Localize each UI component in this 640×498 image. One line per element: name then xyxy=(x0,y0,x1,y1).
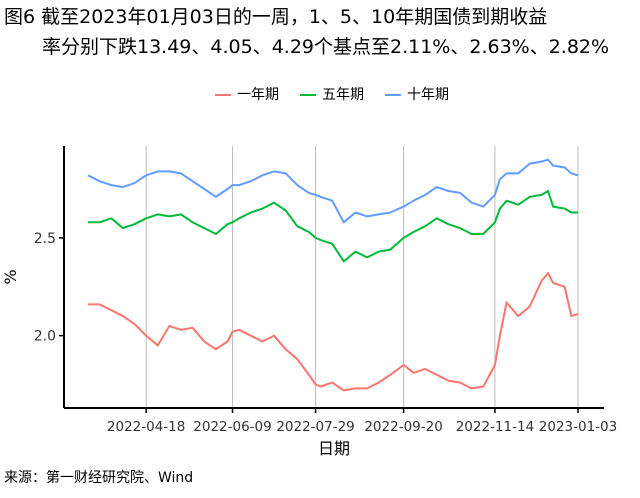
legend-label-1y: 一年期 xyxy=(237,87,279,103)
legend-label-10y: 十年期 xyxy=(407,87,449,103)
x-tick-label-4: 2022-11-14 xyxy=(456,419,534,435)
legend-swatch-1y xyxy=(215,94,231,96)
legend-item-1y: 一年期 xyxy=(215,84,279,106)
y-axis-label: % xyxy=(1,269,20,284)
x-axis-label: 日期 xyxy=(318,439,350,458)
x-tick-label-5: 2023-01-03 xyxy=(539,419,617,435)
legend-swatch-5y xyxy=(300,94,316,96)
legend-swatch-10y xyxy=(385,94,401,96)
legend-item-10y: 十年期 xyxy=(385,84,449,106)
chart-title-line-1: 图6 截至2023年01月03日的一周，1、5、10年期国债到期收益 xyxy=(4,6,548,28)
legend: 一年期 五年期 十年期 xyxy=(0,84,640,106)
series-line-2 xyxy=(88,190,578,263)
source-note: 来源：第一财经研究院、Wind xyxy=(4,470,194,486)
x-tick-label-0: 2022-04-18 xyxy=(107,419,185,435)
x-tick-label-1: 2022-06-09 xyxy=(193,419,271,435)
chart-title: 图6 截至2023年01月03日的一周，1、5、10年期国债到期收益 率分别下跌… xyxy=(4,2,636,62)
y-tick-label-1: 2.5 xyxy=(34,231,56,247)
y-tick-label-0: 2.0 xyxy=(34,329,56,345)
chart-title-line-2: 率分别下跌13.49、4.05、4.29个基点至2.11%、2.63%、2.82… xyxy=(42,36,610,58)
series-line-1 xyxy=(88,272,579,392)
series-line-3 xyxy=(87,158,579,224)
x-tick-label-2: 2022-07-29 xyxy=(276,419,354,435)
legend-item-5y: 五年期 xyxy=(300,84,364,106)
x-tick-label-3: 2022-09-20 xyxy=(364,419,442,435)
legend-label-5y: 五年期 xyxy=(322,87,364,103)
